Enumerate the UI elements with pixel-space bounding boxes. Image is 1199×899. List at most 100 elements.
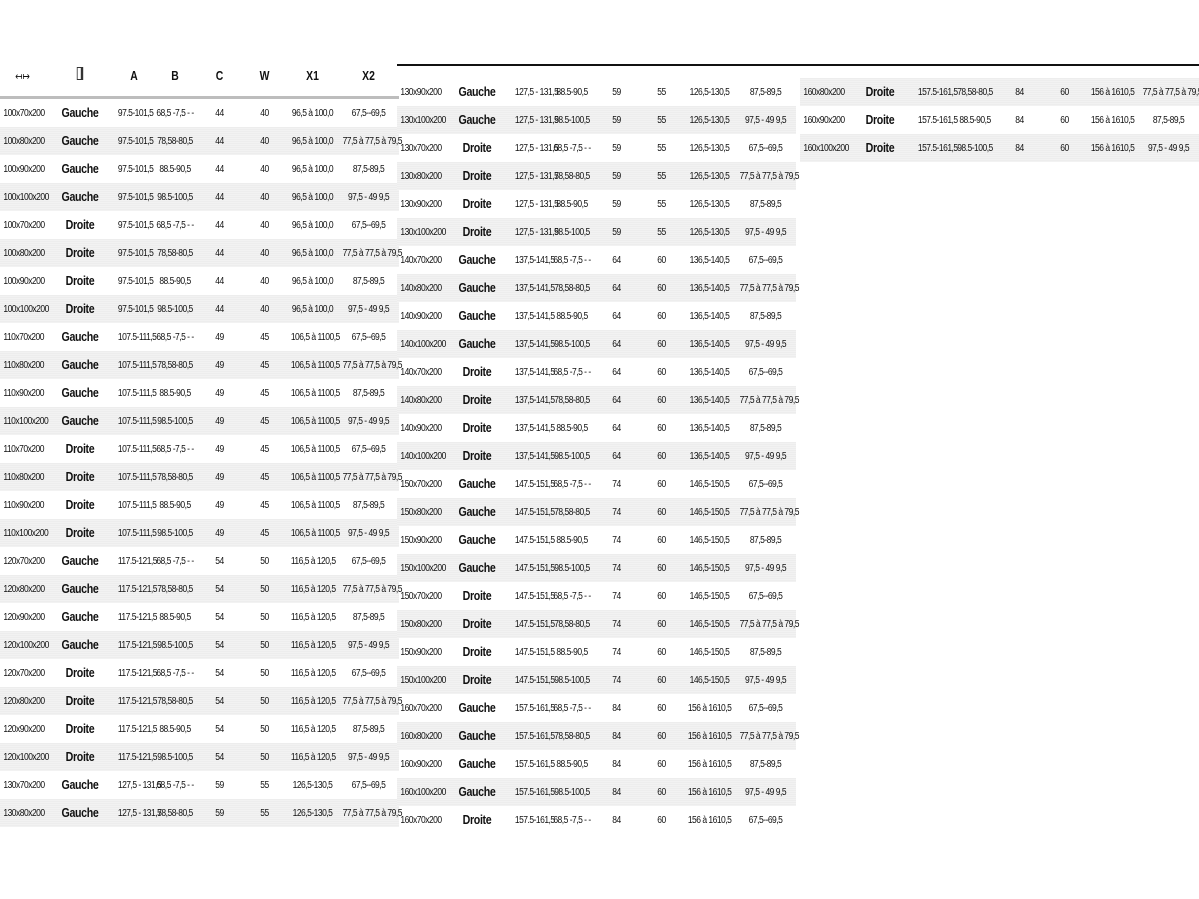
cell-side: Droite [865,113,895,127]
cell-x1: 126,5-130,5 [689,198,730,210]
cell-x2: 97,5 - 49 9,5 [744,450,787,462]
cell-c: 74 [612,506,621,518]
cell-c: 74 [612,618,621,630]
cell-size: 140x90x200 [400,310,442,322]
cell-size: 160x80x200 [803,86,845,98]
table-row: 130x100x200 Gauche 127,5 - 131,5 98.5-100,5… [397,106,796,134]
cell-c: 54 [215,583,224,595]
table-row: 140x70x200 Droite 137,5-141,5 68,5 -7,5 - -… [397,358,796,386]
cell-c: 44 [215,135,224,147]
cell-b: 98.5-100,5 [554,338,590,350]
cell-x1: 116,5 à 120,5 [290,555,336,567]
cell-w: 55 [657,86,666,98]
cell-side: Gauche [61,554,99,568]
table-row: 110x90x200 Gauche 107.5-111,5 88.5-90,5 49 45… [0,379,399,407]
cell-c: 84 [1015,142,1024,154]
cell-b: 88.5-90,5 [159,163,191,175]
cell-b: 78,58-80,5 [157,807,193,819]
table-row: 150x100x200 Gauche 147.5-151,5 98.5-100,5 74… [397,554,796,582]
cell-x2: 77,5 à 77,5 à 79,5 [342,807,403,819]
cell-w: 50 [260,611,269,623]
cell-b: 68,5 -7,5 - - [156,331,194,343]
cell-size: 100x100x200 [3,191,49,203]
table-row: 140x90x200 Droite 137,5-141,5 88.5-90,5 64 60… [397,414,796,442]
cell-x2: 87,5-89,5 [352,275,385,287]
cell-x1: 156 à 1610,5 [687,702,732,714]
table-row: 120x70x200 Gauche 117.5-121,5 68,5 -7,5 - -… [0,547,399,575]
cell-x1: 116,5 à 120,5 [290,723,336,735]
table-body: 100x70x200 Gauche 97.5-101,5 68,5 -7,5 - -4… [0,99,403,827]
cell-w: 60 [657,254,666,266]
table-row: 100x70x200 Droite 97.5-101,5 68,5 -7,5 - - 4… [0,211,399,239]
cell-a: 97.5-101,5 [117,219,154,231]
column-header-a: A [130,67,138,83]
table-row: 140x80x200 Gauche 137,5-141,5 78,58-80,5 64 6… [397,274,799,302]
cell-w: 45 [260,499,269,511]
cell-b: 68,5 -7,5 - - [553,478,591,490]
cell-w: 60 [657,618,666,630]
cell-side: Droite [65,442,95,456]
cell-w: 60 [1060,114,1069,126]
cell-side: Gauche [61,638,99,652]
table-row: 160x90x200 Droite 157.5-161,5 88.5-90,5 84 60… [800,106,1199,134]
cell-side: Droite [462,673,492,687]
cell-c: 64 [612,310,621,322]
cell-w: 55 [260,779,269,791]
table-row: 150x100x200 Droite 147.5-151,5 98.5-100,5 74… [397,666,796,694]
cell-c: 54 [215,555,224,567]
cell-w: 60 [657,562,666,574]
cell-c: 64 [612,450,621,462]
cell-x1: 156 à 1610,5 [687,786,732,798]
table-row: 130x70x200 Gauche 127,5 - 131,5 68,5 -7,5 -… [0,771,399,799]
table-row: 140x90x200 Gauche 137,5-141,5 88.5-90,5 64 60… [397,302,796,330]
cell-x2: 67,5--69,5 [351,107,386,119]
dimensions-table-part-2: 130x90x200 Gauche 127,5 - 131,5 88.5-90,5 59… [397,78,799,834]
table-row: 130x80x200 Gauche 127,5 - 131,5 78,58-80,5 5… [0,799,403,827]
cell-x2: 67,5--69,5 [748,702,783,714]
cell-x2: 67,5--69,5 [748,366,783,378]
cell-side: Droite [65,722,95,736]
cell-b: 68,5 -7,5 - - [156,443,194,455]
cell-a: 127,5 - 131,5 [514,198,559,210]
cell-x1: 106,5 à 1100,5 [290,471,340,483]
cell-a: 127,5 - 131,5 [514,86,559,98]
cell-b: 98.5-100,5 [157,303,193,315]
cell-c: 49 [215,527,224,539]
cell-a: 137,5-141,5 [514,282,555,294]
cell-side: Gauche [61,778,99,792]
cell-size: 150x70x200 [400,590,442,602]
cell-a: 147.5-151,5 [514,618,555,630]
cell-w: 50 [260,555,269,567]
cell-w: 45 [260,527,269,539]
cell-size: 110x80x200 [3,359,44,371]
cell-side: Gauche [458,477,496,491]
cell-x1: 116,5 à 120,5 [290,611,336,623]
cell-x1: 96,5 à 100,0 [291,247,334,259]
cell-x2: 97,5 - 49 9,5 [347,639,390,651]
cell-size: 140x100x200 [400,338,446,350]
cell-c: 44 [215,163,224,175]
table-row: 160x70x200 Gauche 157.5-161,5 68,5 -7,5 - -… [397,694,796,722]
cell-w: 45 [260,415,269,427]
cell-size: 140x80x200 [400,282,442,294]
cell-c: 49 [215,471,224,483]
cell-a: 157.5-161,5 [917,86,958,98]
cell-w: 40 [260,107,269,119]
cell-x2: 87,5-89,5 [749,422,782,434]
cell-b: 78,58-80,5 [554,282,590,294]
cell-b: 68,5 -7,5 - - [553,366,591,378]
cell-x2: 97,5 - 49 9,5 [347,303,390,315]
cell-b: 68,5 -7,5 - - [156,779,194,791]
cell-side: Droite [462,421,492,435]
cell-c: 54 [215,751,224,763]
table-row: 150x90x200 Droite 147.5-151,5 88.5-90,5 74 60… [397,638,796,666]
cell-c: 64 [612,254,621,266]
cell-w: 50 [260,667,269,679]
cell-b: 68,5 -7,5 - - [156,667,194,679]
cell-w: 55 [657,226,666,238]
cell-w: 60 [657,702,666,714]
cell-w: 40 [260,163,269,175]
cell-c: 74 [612,674,621,686]
cell-a: 147.5-151,5 [514,534,555,546]
cell-b: 98.5-100,5 [957,142,993,154]
